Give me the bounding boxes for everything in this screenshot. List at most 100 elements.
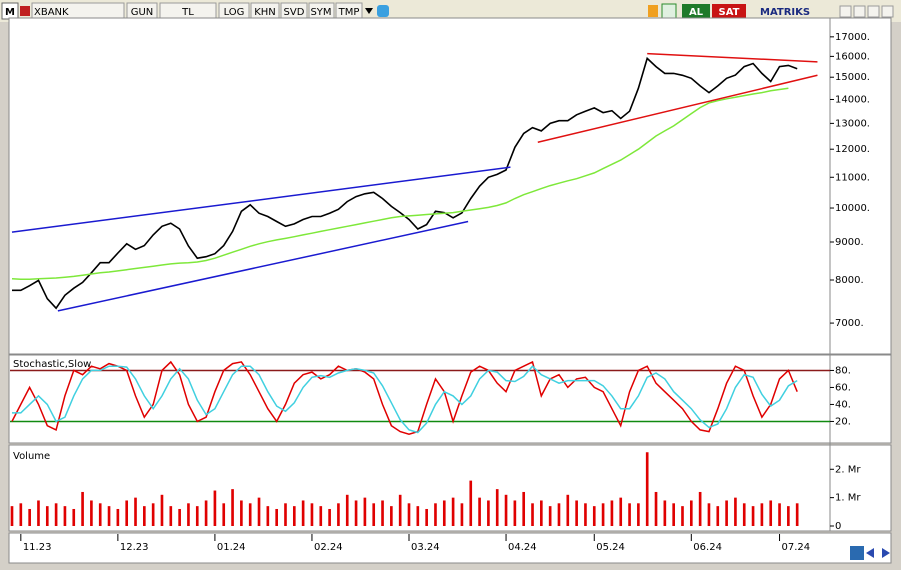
volume-bar — [619, 497, 623, 526]
volume-bar — [54, 503, 58, 526]
volume-bar — [742, 503, 746, 526]
volume-bar — [178, 508, 181, 526]
dropdown-icon[interactable] — [365, 8, 373, 14]
sync-icon[interactable] — [850, 546, 864, 560]
volume-bar — [257, 497, 261, 526]
volume-bar — [442, 500, 446, 526]
restore[interactable] — [867, 5, 880, 18]
volume-bar — [407, 503, 411, 526]
x-tick-label: 04.24 — [508, 542, 537, 553]
y-tick-label: 60. — [835, 382, 851, 393]
volume-bar — [654, 491, 658, 526]
y-tick-label: 11000. — [835, 172, 870, 183]
y-tick-label: 80. — [835, 365, 851, 376]
volume-bar — [292, 506, 296, 526]
close[interactable] — [881, 5, 894, 18]
volume-bar — [81, 491, 84, 526]
y-tick-label: 15000. — [835, 72, 870, 83]
volume-bar — [495, 489, 499, 526]
volume-bar — [160, 494, 164, 526]
volume-bar — [19, 503, 23, 526]
volume-bar — [213, 490, 217, 526]
buy-button[interactable] — [682, 4, 710, 19]
volume-bar — [663, 500, 667, 526]
symbol: XBANK — [34, 7, 69, 18]
volume-bar — [725, 500, 728, 526]
volume-bar — [451, 497, 455, 526]
volume-bar — [434, 503, 437, 526]
series-line — [12, 365, 798, 434]
volume-bar — [143, 506, 146, 526]
volume-bar — [778, 503, 781, 526]
y-tick-label: 13000. — [835, 118, 870, 129]
flash-icon[interactable] — [648, 5, 658, 17]
x-tick-label: 12.23 — [120, 542, 149, 553]
button-label: LOG — [224, 7, 245, 18]
volume-bar — [372, 503, 376, 526]
volume-bar — [478, 497, 481, 526]
y-tick-label: 17000. — [835, 32, 870, 43]
close-icon[interactable] — [20, 6, 30, 16]
minimize[interactable] — [839, 5, 852, 18]
volume-bar — [760, 503, 764, 526]
x-tick-label: 11.23 — [23, 542, 52, 553]
y-tick-label: 1. Mr — [835, 493, 861, 504]
volume-bar — [522, 491, 526, 526]
y-tick-label: 20. — [835, 416, 851, 427]
volume-bar — [557, 503, 561, 526]
volume-bar — [337, 503, 340, 526]
sell-label: SAT — [719, 7, 740, 18]
volume-bar — [390, 506, 393, 526]
volume-bar — [328, 508, 331, 526]
scroll-left[interactable] — [866, 548, 874, 558]
volume-bar — [187, 503, 190, 526]
volume-bar — [345, 494, 349, 526]
volume-bar — [610, 500, 614, 526]
volume-bar — [284, 503, 287, 526]
price-panel — [8, 17, 892, 355]
panel-title: Stochastic,Slow — [13, 359, 91, 370]
volume-bar — [90, 500, 93, 526]
volume-bar — [28, 508, 31, 526]
volume-bar — [769, 500, 773, 526]
scroll-right[interactable] — [882, 548, 890, 558]
volume-bar — [195, 506, 199, 526]
volume-bar — [601, 503, 605, 526]
volume-bar — [125, 500, 129, 526]
logo: M — [5, 7, 15, 18]
button-label: SVD — [284, 7, 305, 18]
y-tick-label: 7000. — [835, 318, 864, 329]
c-icon[interactable] — [661, 3, 677, 19]
x-tick-label: 05.24 — [596, 542, 625, 553]
volume-bar — [566, 494, 570, 526]
volume-bar — [45, 506, 49, 526]
volume-bar — [10, 506, 14, 526]
x-tick-label: 02.24 — [314, 542, 343, 553]
maximize[interactable] — [853, 5, 866, 18]
x-tick-label: 06.24 — [693, 542, 722, 553]
volume-bar — [381, 500, 384, 526]
y-tick-label: 9000. — [835, 237, 864, 248]
x-tick-label: 03.24 — [411, 542, 440, 553]
volume-bar — [540, 500, 543, 526]
volume-bar — [672, 503, 675, 526]
y-tick-label: 14000. — [835, 94, 870, 105]
volume-bar — [513, 500, 517, 526]
volume-bar — [301, 500, 305, 526]
y-tick-label: 16000. — [835, 51, 870, 62]
volume-bar — [240, 500, 243, 526]
button-label: SYM — [310, 7, 331, 18]
volume-bar — [204, 500, 208, 526]
volume-bar — [689, 500, 693, 526]
button-label: KHN — [254, 7, 276, 18]
twitter-icon[interactable] — [377, 5, 389, 17]
volume-bar — [531, 503, 534, 526]
volume-bar — [266, 506, 270, 526]
y-tick-label: 8000. — [835, 275, 864, 286]
volume-bar — [487, 500, 490, 526]
volume-bar — [637, 503, 640, 526]
volume-bar — [584, 503, 587, 526]
volume-panel — [8, 444, 892, 532]
sell-button[interactable] — [712, 4, 746, 19]
